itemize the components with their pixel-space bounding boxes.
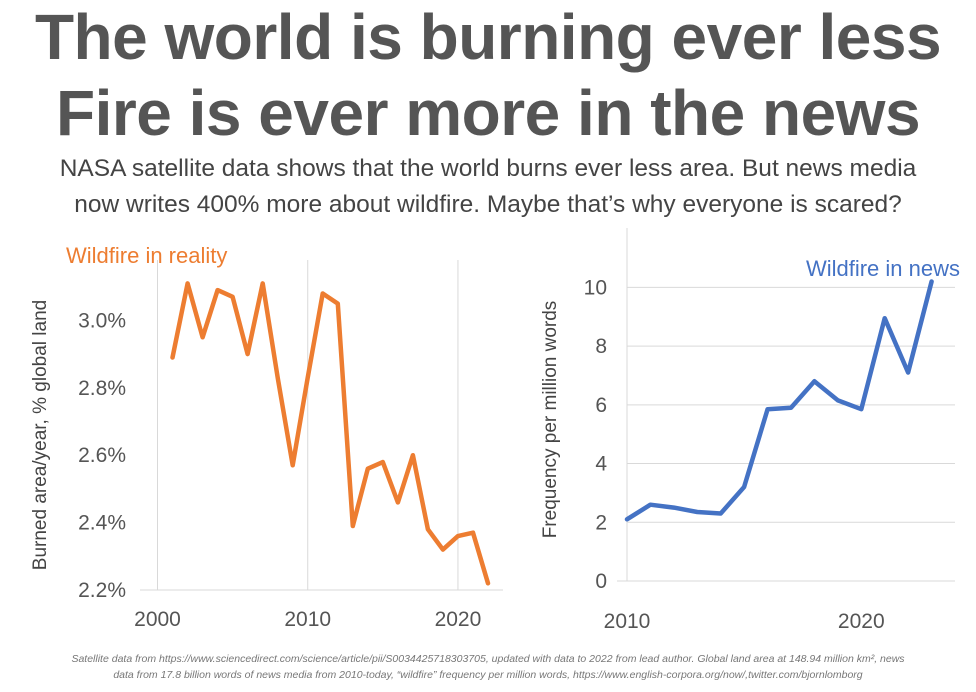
y-tick-label: 6	[595, 394, 607, 417]
x-tick-label: 2010	[284, 608, 331, 631]
x-tick-label: 2020	[435, 608, 482, 631]
y-tick-label: 2.6%	[78, 444, 126, 467]
series-title: Wildfire in news	[806, 256, 960, 281]
series-line	[624, 279, 934, 522]
footnote-line1: Satellite data from https://www.scienced…	[71, 653, 905, 665]
y-tick-label: 2.4%	[78, 512, 126, 535]
y-tick-label: 2.2%	[78, 579, 126, 602]
series-title: Wildfire in reality	[66, 243, 227, 268]
footnote-line2: data from 17.8 billion words of news med…	[113, 669, 863, 681]
y-tick-label: 2.8%	[78, 377, 126, 400]
y-tick-label: 8	[595, 335, 607, 358]
y-axis-label: Burned area/year, % global land	[30, 300, 51, 570]
series-line	[170, 281, 491, 586]
page-title-line2: Fire is ever more in the news	[55, 77, 921, 149]
x-tick-label: 2000	[134, 608, 181, 631]
y-tick-label: 10	[584, 276, 607, 299]
y-axis-label: Frequency per million words	[540, 301, 561, 539]
y-tick-label: 3.0%	[78, 309, 126, 332]
page-subtitle-line1: NASA satellite data shows that the world…	[59, 155, 917, 182]
y-tick-label: 0	[595, 570, 607, 593]
x-tick-label: 2020	[838, 610, 885, 633]
page-subtitle-line2: now writes 400% more about wildfire. May…	[74, 191, 902, 218]
y-tick-label: 2	[595, 511, 607, 534]
x-tick-label: 2010	[604, 610, 651, 633]
page-title-line1: The world is burning ever less	[34, 1, 942, 73]
y-tick-label: 4	[595, 453, 607, 476]
